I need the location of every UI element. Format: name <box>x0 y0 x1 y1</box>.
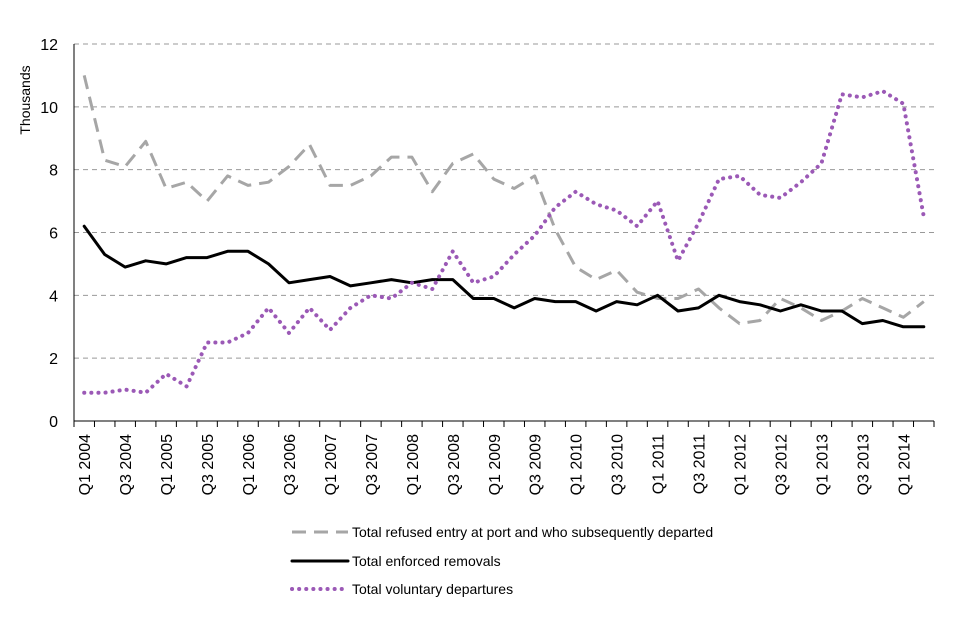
y-tick-label: 6 <box>49 226 58 243</box>
legend-label: Total enforced removals <box>352 553 501 569</box>
x-tick-label: Q1 2006 <box>241 434 258 495</box>
x-tick-label: Q1 2012 <box>732 434 749 495</box>
x-tick-label: Q3 2004 <box>118 434 135 495</box>
legend-label: Total voluntary departures <box>352 581 513 597</box>
x-tick-label: Q1 2011 <box>651 434 668 494</box>
series-lines <box>82 75 926 395</box>
x-tick-label: Q1 2008 <box>405 434 422 495</box>
x-tick-label: Q3 2011 <box>692 434 709 494</box>
x-tick-label: Q1 2007 <box>323 434 340 495</box>
x-tick-label: Q3 2007 <box>364 434 381 495</box>
x-tick-label: Q1 2010 <box>569 434 586 495</box>
x-tick-label: Q3 2008 <box>446 434 463 495</box>
y-tick-labels: 0 2 4 6 8 10 12 <box>40 37 58 431</box>
series-line-3 <box>82 89 926 395</box>
y-tick-label: 8 <box>49 163 58 180</box>
x-tick-label: Q1 2014 <box>896 434 913 495</box>
x-tick-label: Q3 2005 <box>200 434 217 495</box>
axes <box>73 44 935 427</box>
x-tick-label: Q3 2010 <box>610 434 627 495</box>
x-tick-label: Q3 2012 <box>773 434 790 495</box>
x-tick-label: Q3 2009 <box>528 434 545 495</box>
x-tick-label: Q3 2013 <box>855 434 872 495</box>
y-tick-label: 0 <box>49 414 58 431</box>
x-tick-label: Q3 2006 <box>282 434 299 495</box>
x-tick-label: Q1 2013 <box>814 434 831 495</box>
legend: Total refused entry at port and who subs… <box>290 524 713 597</box>
series-line-1 <box>82 75 925 326</box>
legend-label: Total refused entry at port and who subs… <box>352 524 713 540</box>
y-axis-label: Thousands <box>17 65 33 134</box>
y-tick-label: 4 <box>49 288 58 305</box>
series-line-2 <box>82 224 926 329</box>
y-tick-label: 10 <box>40 100 58 117</box>
x-tick-label: Q1 2004 <box>77 434 94 495</box>
y-tick-label: 2 <box>49 351 58 368</box>
x-tick-label: Q1 2009 <box>487 434 504 495</box>
y-tick-label: 12 <box>40 37 58 54</box>
x-tick-label: Q1 2005 <box>159 434 176 495</box>
x-tick-labels: Q1 2004 Q3 2004 Q1 2005 Q3 2005 Q1 2006 Q3 20… <box>77 434 913 495</box>
